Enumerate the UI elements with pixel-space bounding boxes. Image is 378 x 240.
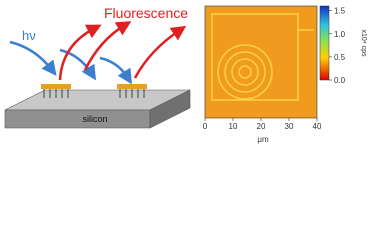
emission-label: Fluorescence [104,5,188,21]
x-tick-label: 20 [257,122,266,131]
figure: hν Fluorescence silicon μm x10⁴ cps 0 10 2… [4,5,367,144]
excitation-label: hν [22,28,36,43]
colorbar-tick-label: 1.5 [334,7,346,16]
colorbar-tick-label: 1.0 [334,30,346,39]
emission-arrows [58,21,187,81]
molecules [43,88,145,98]
schematic: hν Fluorescence silicon [4,5,191,129]
excitation-arrows [9,40,132,85]
colorbar [319,5,330,81]
x-tick-label: 10 [229,122,238,131]
fluorophores [117,84,147,89]
x-tick-label: 0 [203,122,208,131]
image-background [205,6,317,118]
fluorophores [41,84,71,89]
colorbar-tick-label: 0.0 [334,76,346,85]
substrate-label: silicon [82,114,107,124]
x-tick-label: 30 [285,122,294,131]
substrate-side [149,89,191,129]
substrate-front [4,109,151,129]
fluorescence-image: μm x10⁴ cps [204,5,367,144]
x-tick-label: 40 [313,122,322,131]
colorbar-tick-label: 0.5 [334,53,346,62]
x-axis-label: μm [257,135,269,144]
image-pattern [211,13,314,101]
colorbar-label: x10⁴ cps [360,29,367,57]
